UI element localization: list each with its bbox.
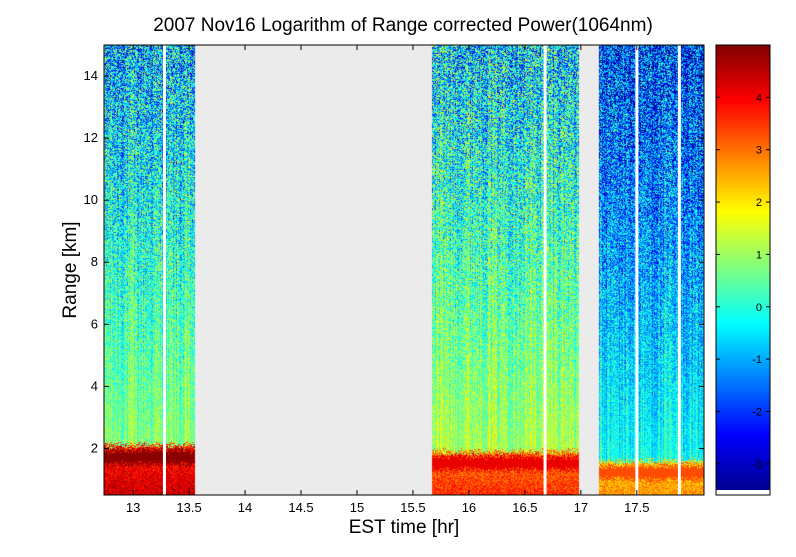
y-tick-label: 8 xyxy=(91,254,98,269)
x-tick-label: 17 xyxy=(574,500,588,515)
plot-frame xyxy=(103,44,705,496)
gap-line xyxy=(677,45,681,495)
colorbar-tick-label: 0 xyxy=(756,302,762,314)
gap-line xyxy=(635,45,639,495)
plot-area xyxy=(103,44,705,496)
x-tick-label: 16.5 xyxy=(512,500,537,515)
x-tick-label: 14.5 xyxy=(288,500,313,515)
colorbar-ticks: -3 -2 -1 0 1 2 3 4 xyxy=(716,92,770,471)
x-tick-label: 14 xyxy=(238,500,252,515)
colorbar-tick-label: -1 xyxy=(752,354,762,366)
x-tick-label: 15 xyxy=(350,500,364,515)
y-tick-label: 10 xyxy=(84,192,98,207)
x-tick-label: 17.5 xyxy=(624,500,649,515)
colorbar-tick-label: 2 xyxy=(756,197,762,209)
x-tick-label: 13.5 xyxy=(176,500,201,515)
x-tick-label: 16 xyxy=(462,500,476,515)
y-axis: 2 4 6 8 10 12 14 xyxy=(84,68,704,455)
colorbar: -3 -2 -1 0 1 2 3 4 xyxy=(715,44,771,496)
chart-title: 2007 Nov16 Logarithm of Range corrected … xyxy=(153,15,653,36)
colorbar-frame xyxy=(715,44,771,496)
colorbar-tick-label: 1 xyxy=(756,249,762,261)
y-tick-label: 4 xyxy=(91,378,98,393)
colorbar-tick-label: -2 xyxy=(752,406,762,418)
y-tick-label: 6 xyxy=(91,316,98,331)
x-axis-label: EST time [hr] xyxy=(349,517,460,538)
x-tick-label: 13 xyxy=(126,500,140,515)
data-gap-lines xyxy=(162,45,681,495)
y-tick-label: 12 xyxy=(84,130,98,145)
gap-line xyxy=(543,45,547,495)
colorbar-tick-label: -3 xyxy=(752,459,762,471)
colorbar-tick-label: 3 xyxy=(756,145,762,157)
y-tick-label: 14 xyxy=(84,68,98,83)
x-axis: 13 13.5 14 14.5 15 15.5 16 16.5 17 17.5 xyxy=(126,45,649,515)
colorbar-tick-label: 4 xyxy=(756,92,762,104)
heatmap-image xyxy=(104,45,704,495)
colorbar-gradient xyxy=(716,45,770,490)
gap-line xyxy=(162,45,166,495)
x-tick-label: 15.5 xyxy=(400,500,425,515)
y-tick-label: 2 xyxy=(91,440,98,455)
y-axis-label: Range [km] xyxy=(60,221,81,318)
